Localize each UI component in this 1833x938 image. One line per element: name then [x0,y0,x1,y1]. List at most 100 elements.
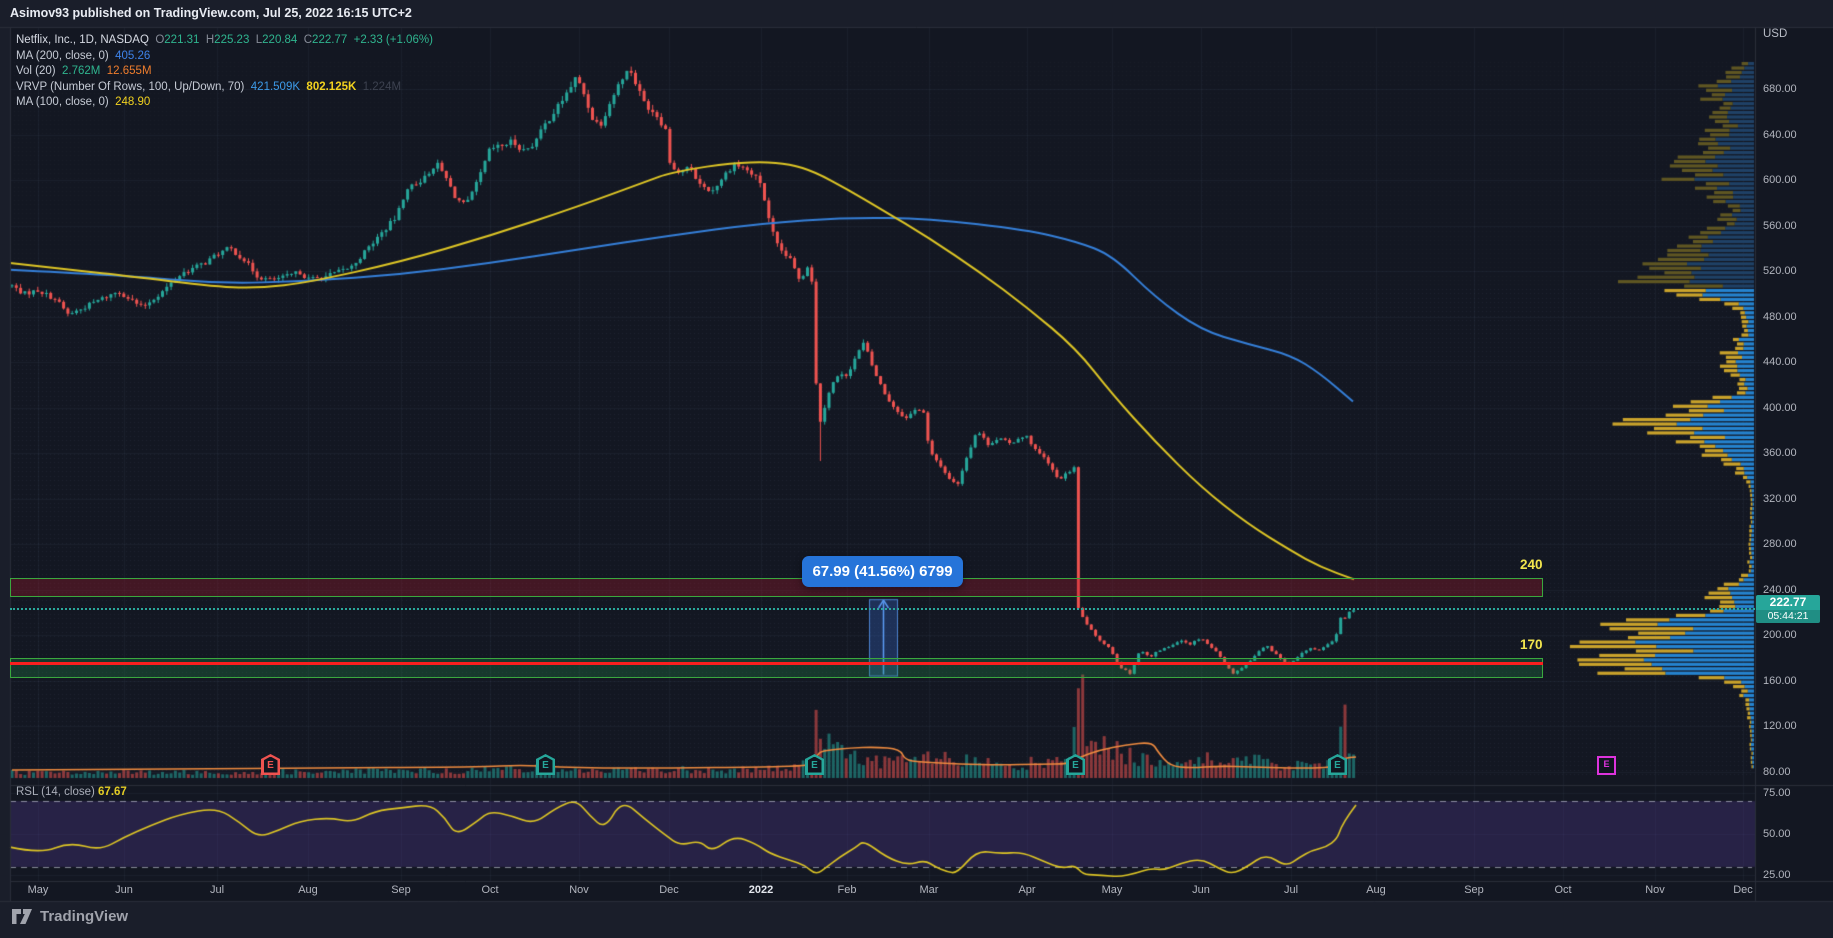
supply-zone-240[interactable] [10,578,1543,597]
earnings-marker-icon[interactable]: E [261,754,280,775]
earnings-marker-shield-inner [807,756,822,773]
time-tick-Aug: Aug [1366,884,1386,896]
time-tick-Sep: Sep [1464,884,1484,896]
price-tick-360.00: 360.00 [1763,447,1797,459]
demand-zone-red-line[interactable] [10,662,1543,666]
current-price-value: 222.77 [1769,595,1807,610]
earnings-marker-icon[interactable]: E [536,754,555,775]
price-tick-640.00: 640.00 [1763,128,1797,141]
time-tick-Dec: Dec [1733,884,1753,896]
rsi-tick-75.00: 75.00 [1763,787,1791,799]
current-price-badge: 222.77 05:44:21 [1756,595,1820,624]
price-tick-520.00: 520.00 [1763,265,1797,277]
earnings-marker-icon[interactable]: E [1066,754,1085,775]
earnings-marker-letter: E [1334,760,1341,771]
earnings-marker-letter: E [811,760,818,771]
earnings-marker-shield-inner [263,756,278,773]
price-tick-80.00: 80.00 [1763,765,1791,778]
legend-ma100-row-segment: MA (100, close, 0) [16,96,116,108]
price-axis-currency: USD [1763,28,1788,40]
earnings-marker-letter: E [1603,759,1610,769]
bar-countdown: 05:44:21 [1756,610,1820,624]
earnings-marker-icon[interactable]: E [805,754,824,775]
earnings-marker-icon[interactable]: E [1328,754,1347,775]
demand-zone-label: 170 [1520,636,1543,652]
legend-vrvp-row-segment: VRVP (Number Of Rows, 100, Up/Down, 70) [16,80,251,93]
rsi-legend-label: RSL (14, close) [16,786,99,798]
time-tick-Aug: Aug [298,884,318,896]
price-tick-440.00: 440.00 [1763,356,1797,368]
price-tick-480.00: 480.00 [1763,310,1797,323]
legend-ma200-row-segment: 405.26 [115,49,151,62]
legend-volume-row-segment: 12.655M [106,65,152,77]
legend-symbol-row-segment: L [255,34,263,46]
earnings-marker-letter: E [267,760,274,771]
legend-vrvp-row-segment: 421.509K [250,80,307,93]
time-tick-Jun: Jun [1192,884,1210,896]
time-tick-Jul: Jul [1283,884,1299,896]
price-tick-160.00: 160.00 [1763,674,1797,687]
legend-symbol-row-segment: 225.23 [214,34,256,46]
time-tick-Dec: Dec [659,884,679,896]
legend-symbol-row-segment: C [303,34,313,46]
legend-vrvp-row-segment: 1.224M [362,80,402,93]
tradingview-brand-text: TradingView [40,908,129,925]
time-tick-Feb: Feb [837,884,857,896]
rsi-legend-value: 67.67 [98,786,127,798]
price-tick-280.00: 280.00 [1763,538,1797,550]
time-tick-Oct: Oct [1554,884,1572,896]
rsi-tick-25.00: 25.00 [1763,869,1791,881]
price-tick-320.00: 320.00 [1763,492,1797,505]
chart-legend: Netflix, Inc., 1D, NASDAQ O221.31 H225.2… [16,33,433,111]
time-tick-Oct: Oct [481,884,499,896]
rsi-legend[interactable]: RSL (14, close) 67.67 [16,786,127,798]
legend-volume-row-segment: Vol (20) [16,65,63,77]
legend-vrvp-row[interactable]: VRVP (Number Of Rows, 100, Up/Down, 70) … [16,80,433,96]
legend-vrvp-row-segment: 802.125K [306,80,363,93]
legend-symbol-row-segment: 222.77 [312,34,354,46]
price-tick-680.00: 680.00 [1763,83,1797,95]
legend-ma200-row-segment: MA (200, close, 0) [16,49,116,62]
legend-volume-row-segment: 2.762M [62,65,107,77]
earnings-marker-letter: E [1072,760,1079,771]
price-tick-600.00: 600.00 [1763,174,1797,186]
legend-volume-row[interactable]: Vol (20) 2.762M 12.655M [16,64,433,80]
legend-symbol-row-segment: O [155,34,165,46]
time-tick-2022: 2022 [748,884,774,896]
legend-symbol-row-segment: 220.84 [262,34,304,46]
earnings-marker-letter: E [542,760,549,771]
measure-tooltip: 67.99 (41.56%) 6799 [802,556,963,587]
earnings-marker-shield-inner [1068,756,1083,773]
time-axis[interactable]: May Jun Jul Aug Sep Oct Nov Dec 2022 Feb Mar Apr May… [0,881,1833,901]
time-tick-Jun: Jun [115,884,133,896]
legend-symbol-row[interactable]: Netflix, Inc., 1D, NASDAQ O221.31 H225.2… [16,33,433,49]
price-tick-200.00: 200.00 [1763,629,1797,641]
price-tick-400.00: 400.00 [1763,401,1797,414]
legend-symbol-row-segment: 221.31 [164,34,206,46]
legend-ma100-row-segment: 248.90 [115,96,151,108]
price-tick-560.00: 560.00 [1763,219,1797,232]
time-tick-Nov: Nov [569,884,589,896]
legend-symbol-row-segment: Netflix, Inc., 1D, NASDAQ [16,34,156,46]
legend-ma200-row[interactable]: MA (200, close, 0) 405.26 [16,49,433,65]
rsi-tick-50.00: 50.00 [1763,828,1791,840]
time-tick-Jul: Jul [209,884,225,896]
legend-ma100-row[interactable]: MA (100, close, 0) 248.90 [16,95,433,111]
footer: TradingView [12,908,128,925]
earnings-marker-shield-inner [538,756,553,773]
time-tick-Nov: Nov [1645,884,1665,896]
price-tick-240.00: 240.00 [1763,583,1797,596]
earnings-marker-shield-inner [1330,756,1345,773]
demand-zone-170[interactable] [10,657,1543,678]
price-range-measure-tool[interactable] [869,599,898,676]
earnings-marker-icon[interactable]: E [1597,756,1616,775]
legend-symbol-row-segment: +2.33 (+1.06%) [353,34,433,46]
time-tick-Apr: Apr [1018,884,1036,896]
tradingview-logo-icon [12,909,32,924]
current-price-line [10,608,1755,611]
price-axis[interactable]: 680.00 640.00 600.00 560.00 520.00 480.00 440.… [1755,27,1833,881]
supply-zone-label: 240 [1520,557,1543,573]
publish-header: Asimov93 published on TradingView.com, J… [10,6,412,20]
